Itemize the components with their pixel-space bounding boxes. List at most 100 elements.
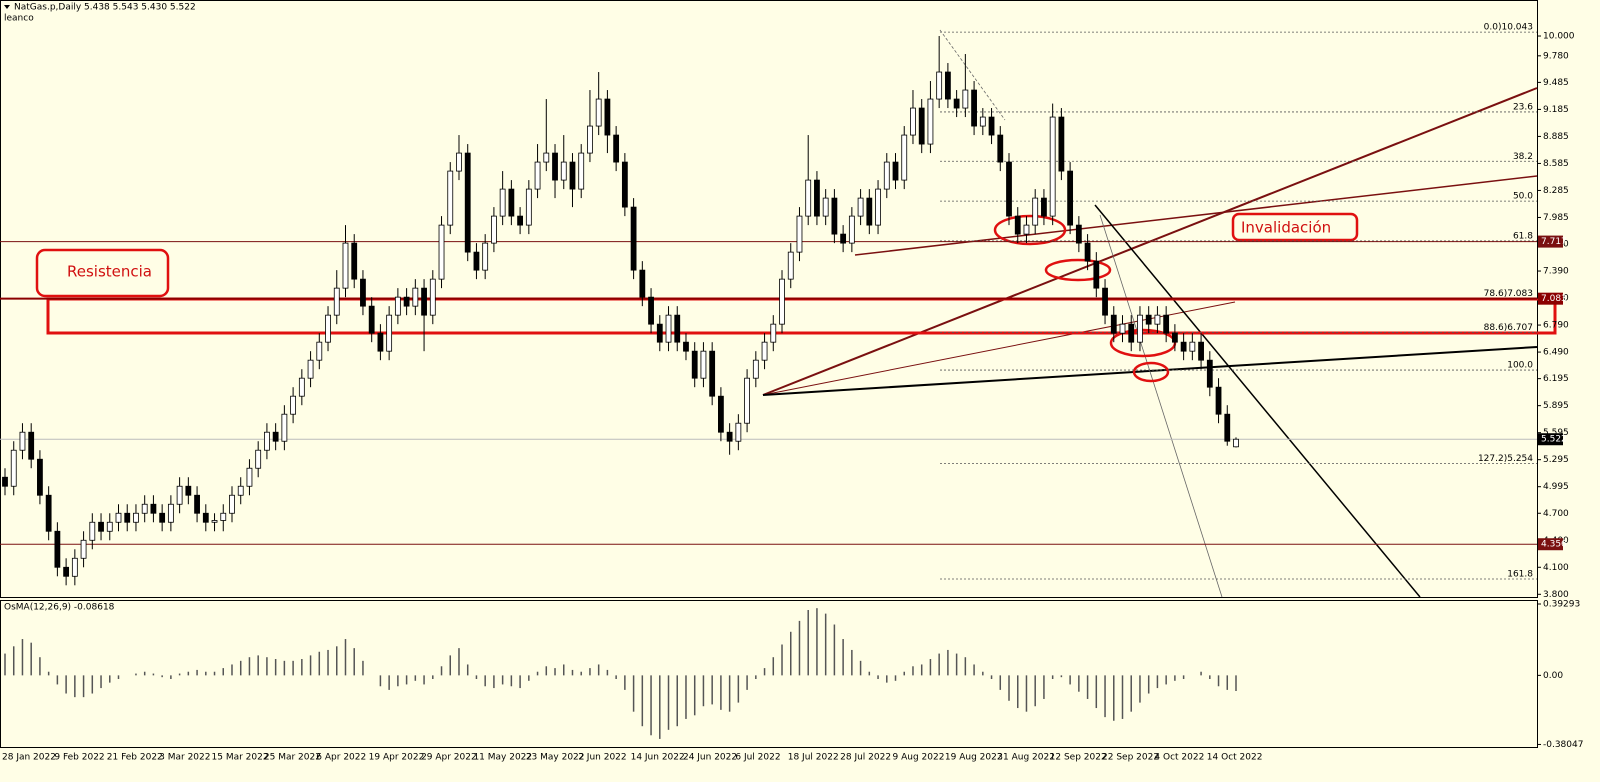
y-tick-label: 4.700 (1543, 509, 1569, 519)
fib-label: 88.6)6.707 (1484, 323, 1533, 333)
x-tick-label: 24 Jun 2022 (683, 753, 737, 763)
candle-body (333, 287, 340, 316)
candle-body (141, 503, 148, 514)
candle-body (595, 98, 602, 127)
candle-body (508, 188, 515, 217)
price-tag (1538, 538, 1563, 551)
candle-body (447, 170, 454, 226)
candle-body (1023, 224, 1030, 235)
candle-body (735, 422, 742, 442)
candle-body (910, 107, 916, 136)
fib-label: 78.6)7.083 (1484, 289, 1533, 299)
candle-body (1171, 332, 1178, 343)
candle-body (255, 449, 262, 469)
candle-body (159, 512, 166, 523)
highlight-ellipse (1132, 361, 1170, 383)
candle-body (394, 296, 401, 316)
candle-body (770, 323, 777, 343)
candle-body (805, 179, 812, 217)
candle-body (578, 152, 585, 190)
candle-body (316, 341, 323, 361)
candle-body (89, 521, 96, 541)
candle-body (918, 107, 925, 145)
candle-body (1041, 197, 1047, 217)
x-tick-label: 19 Apr 2022 (369, 753, 425, 763)
marks: 10.000 9.780 9.485 9.185 8.885 8.585 8.285 7.98… (0, 23, 1583, 763)
candle-body (360, 278, 366, 307)
fib-label: 23.6 (1513, 102, 1533, 112)
candle-body (639, 269, 646, 298)
candle-body (1145, 314, 1152, 325)
candle-body (848, 215, 855, 244)
candle-body (194, 494, 200, 514)
candle-body (613, 134, 620, 163)
candle-body (1006, 161, 1012, 217)
x-tick-label: 19 Aug 2022 (945, 753, 1003, 763)
x-tick-label: 4 Oct 2022 (1154, 753, 1204, 763)
fib-label: 50.0 (1513, 192, 1533, 202)
annotation-box (1231, 212, 1359, 242)
y-tick-label: 8.585 (1543, 159, 1569, 169)
candle-body (587, 125, 593, 154)
y-tick-label: 6.490 (1543, 348, 1569, 358)
x-tick-label: 9 Aug 2022 (893, 753, 945, 763)
candle-body (28, 431, 35, 460)
candle-body (456, 152, 462, 172)
candle-body (857, 197, 864, 217)
candle-body (176, 485, 183, 505)
price-tag-label: 5.522 (1541, 435, 1567, 445)
candle-body (421, 287, 427, 316)
candle-body (1067, 170, 1074, 226)
y-tick-label: 8.885 (1543, 132, 1569, 142)
fib-label: 161.8 (1507, 569, 1533, 579)
candle-body (604, 98, 611, 136)
price-tag (1538, 235, 1563, 248)
y-tick-label: 7.985 (1543, 213, 1569, 223)
candle-body (429, 278, 436, 316)
candle-body (1224, 413, 1231, 442)
candle-body (1014, 215, 1021, 235)
candle-body (840, 233, 847, 244)
price-tag (1538, 433, 1563, 446)
y-tick-label: 9.780 (1543, 51, 1569, 61)
candle-body (1206, 359, 1213, 388)
y-tick-label: 4.995 (1543, 482, 1569, 492)
candle-body (648, 296, 654, 325)
candle-body (988, 116, 995, 136)
candle-body (779, 278, 785, 325)
candle-body (185, 485, 192, 496)
candle-body (45, 494, 52, 532)
candle-body (63, 566, 70, 577)
y-tick-label: 6.790 (1543, 321, 1569, 331)
fib-label: 38.2 (1513, 152, 1533, 162)
candle-body (124, 512, 131, 523)
candle-body (10, 449, 17, 487)
candle-body (892, 161, 899, 181)
candle-body (115, 512, 122, 523)
x-tick-label: 18 Jul 2022 (788, 753, 839, 763)
x-tick-label: 31 Aug 2022 (997, 753, 1055, 763)
candle-body (901, 134, 908, 181)
candle-body (1198, 341, 1204, 361)
chart-title: NatGas.p,Daily 5.438 5.543 5.430 5.522 (14, 3, 196, 13)
candle-body (534, 161, 541, 190)
collapse-icon (4, 5, 10, 9)
osma-panel-frame (0, 600, 1538, 748)
candle-body (761, 341, 768, 361)
fib-label: 61.8 (1513, 231, 1533, 241)
candle-body (552, 152, 558, 181)
y-tick-label: -0.38047 (1543, 740, 1583, 750)
y-tick-label: 5.595 (1543, 428, 1569, 438)
candle-body (569, 161, 576, 190)
candle-body (325, 314, 331, 343)
y-tick-label: 0.39293 (1543, 600, 1580, 610)
candle-body (211, 520, 218, 523)
candle-body (936, 71, 943, 100)
x-tick-label: 22 Sep 2022 (1102, 753, 1159, 763)
y-tick-label: 9.485 (1543, 78, 1569, 88)
candle-body (377, 332, 384, 352)
candle-body (831, 197, 838, 235)
x-tick-label: 28 Jul 2022 (840, 753, 891, 763)
candle-body (1102, 287, 1108, 316)
candle-body (19, 431, 26, 451)
